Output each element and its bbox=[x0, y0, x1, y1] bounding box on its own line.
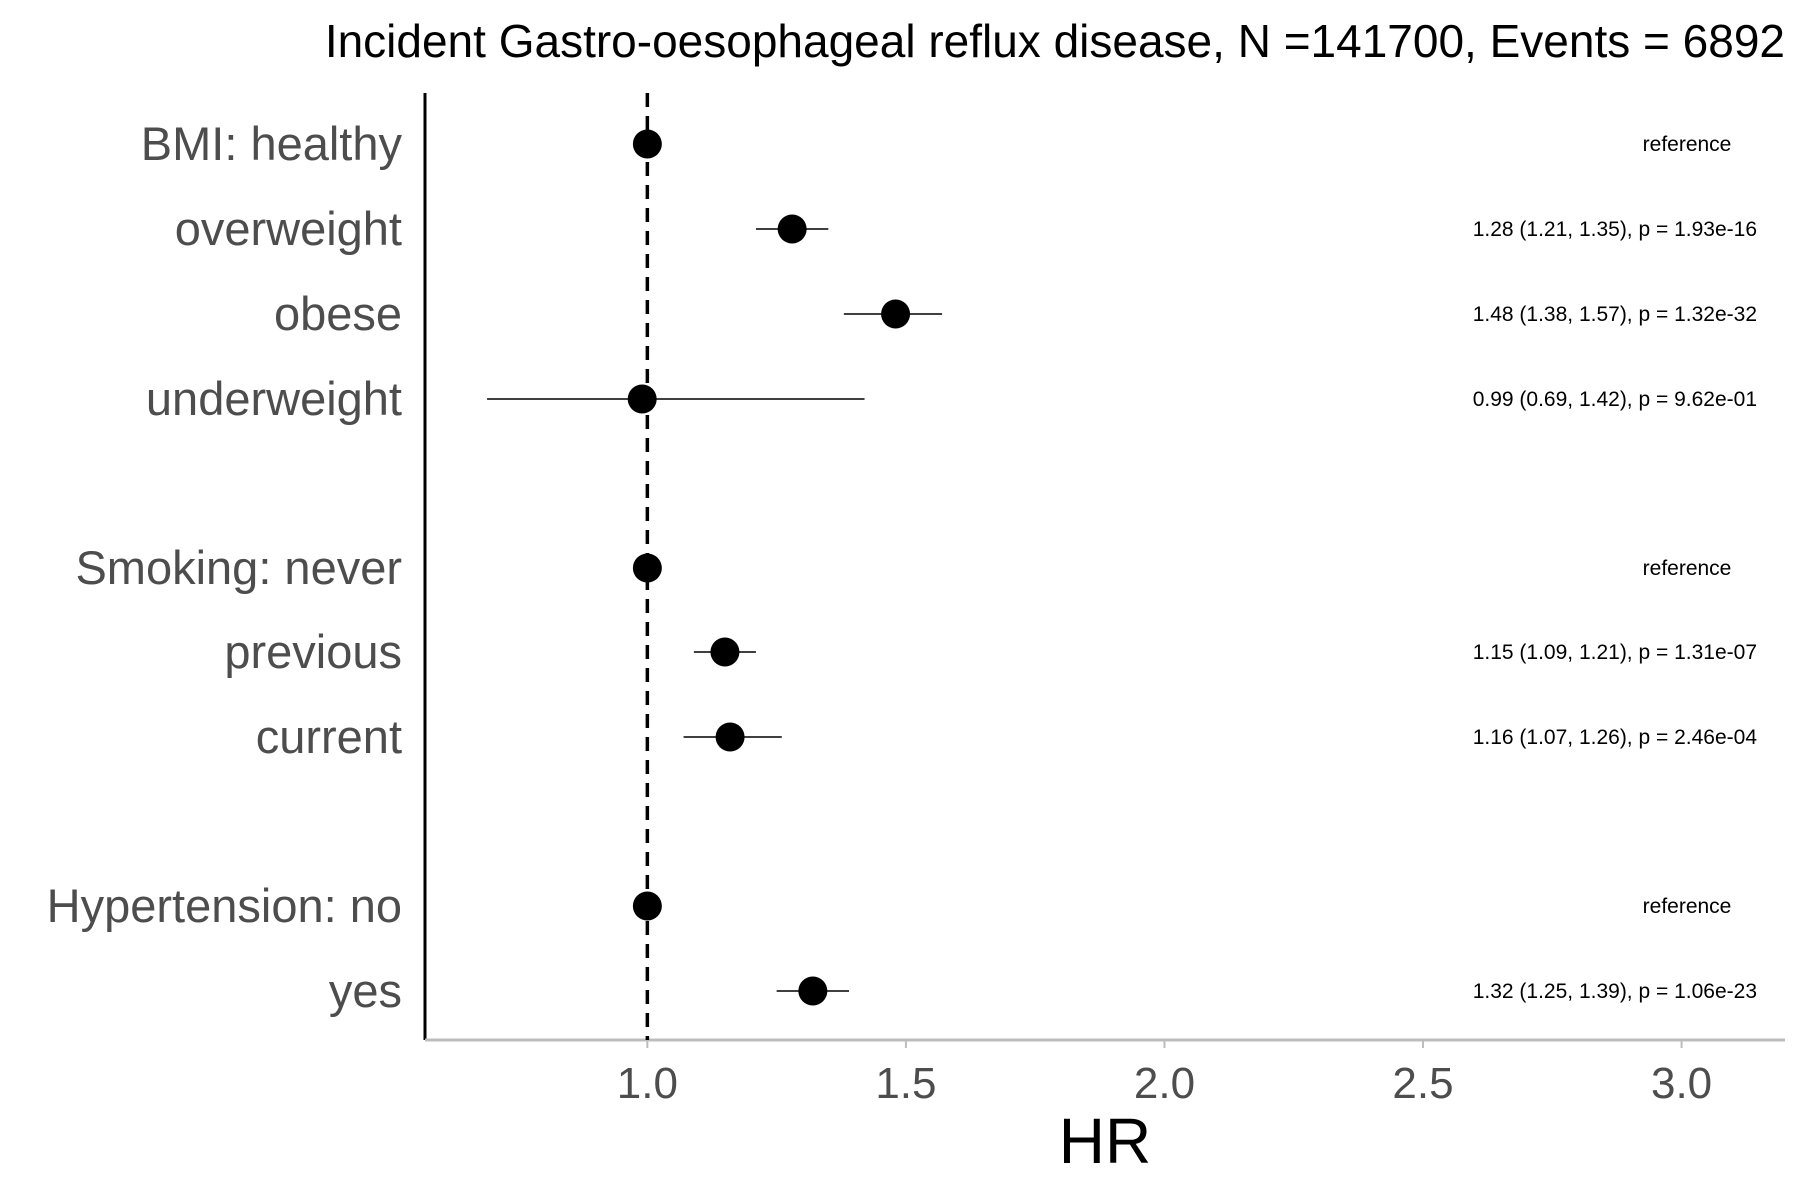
x-tick-label: 2.0 bbox=[1134, 1059, 1195, 1108]
row-label: BMI: healthy bbox=[141, 117, 403, 170]
row-label: Hypertension: no bbox=[47, 879, 402, 932]
row-label: previous bbox=[224, 625, 402, 678]
estimate-label: 0.99 (0.69, 1.42), p = 9.62e-01 bbox=[1473, 388, 1757, 411]
hr-point bbox=[632, 129, 662, 159]
hr-point bbox=[632, 553, 662, 583]
x-tick-label: 1.0 bbox=[617, 1059, 678, 1108]
row-labels: BMI: healthy overweight obese underweight Sm… bbox=[47, 117, 403, 1017]
x-tick-label: 1.5 bbox=[875, 1059, 936, 1108]
estimate-label: 1.32 (1.25, 1.39), p = 1.06e-23 bbox=[1473, 980, 1757, 1003]
estimate-label: reference bbox=[1643, 557, 1732, 580]
x-tick-label: 3.0 bbox=[1651, 1059, 1712, 1108]
hr-point bbox=[777, 214, 807, 244]
x-axis-ticks: 1.0 1.5 2.0 2.5 3.0 bbox=[617, 1040, 1712, 1108]
row-label: overweight bbox=[175, 202, 402, 255]
row-label: obese bbox=[274, 287, 402, 340]
chart-title: Incident Gastro-oesophageal reflux disea… bbox=[325, 15, 1785, 67]
estimate-label: 1.28 (1.21, 1.35), p = 1.93e-16 bbox=[1473, 218, 1757, 241]
row-label: yes bbox=[329, 964, 402, 1017]
hr-point bbox=[881, 299, 911, 329]
hr-point bbox=[627, 384, 657, 414]
hazard-ratio-points bbox=[627, 129, 911, 1006]
x-axis-title: HR bbox=[1059, 1105, 1151, 1177]
x-tick-label: 2.5 bbox=[1392, 1059, 1453, 1108]
estimate-label: 1.15 (1.09, 1.21), p = 1.31e-07 bbox=[1473, 641, 1757, 664]
row-label: underweight bbox=[146, 372, 402, 425]
estimate-label: 1.48 (1.38, 1.57), p = 1.32e-32 bbox=[1473, 303, 1757, 326]
hr-point bbox=[632, 891, 662, 921]
hr-point bbox=[715, 722, 745, 752]
confidence-intervals bbox=[487, 228, 943, 992]
row-label: Smoking: never bbox=[75, 541, 402, 594]
hr-point bbox=[798, 976, 828, 1006]
estimate-annotations: reference 1.28 (1.21, 1.35), p = 1.93e-16… bbox=[1473, 133, 1758, 1003]
hr-point bbox=[710, 637, 740, 667]
estimate-label: reference bbox=[1643, 133, 1732, 156]
row-label: current bbox=[256, 710, 402, 763]
estimate-label: 1.16 (1.07, 1.26), p = 2.46e-04 bbox=[1473, 726, 1758, 749]
estimate-label: reference bbox=[1643, 895, 1732, 918]
